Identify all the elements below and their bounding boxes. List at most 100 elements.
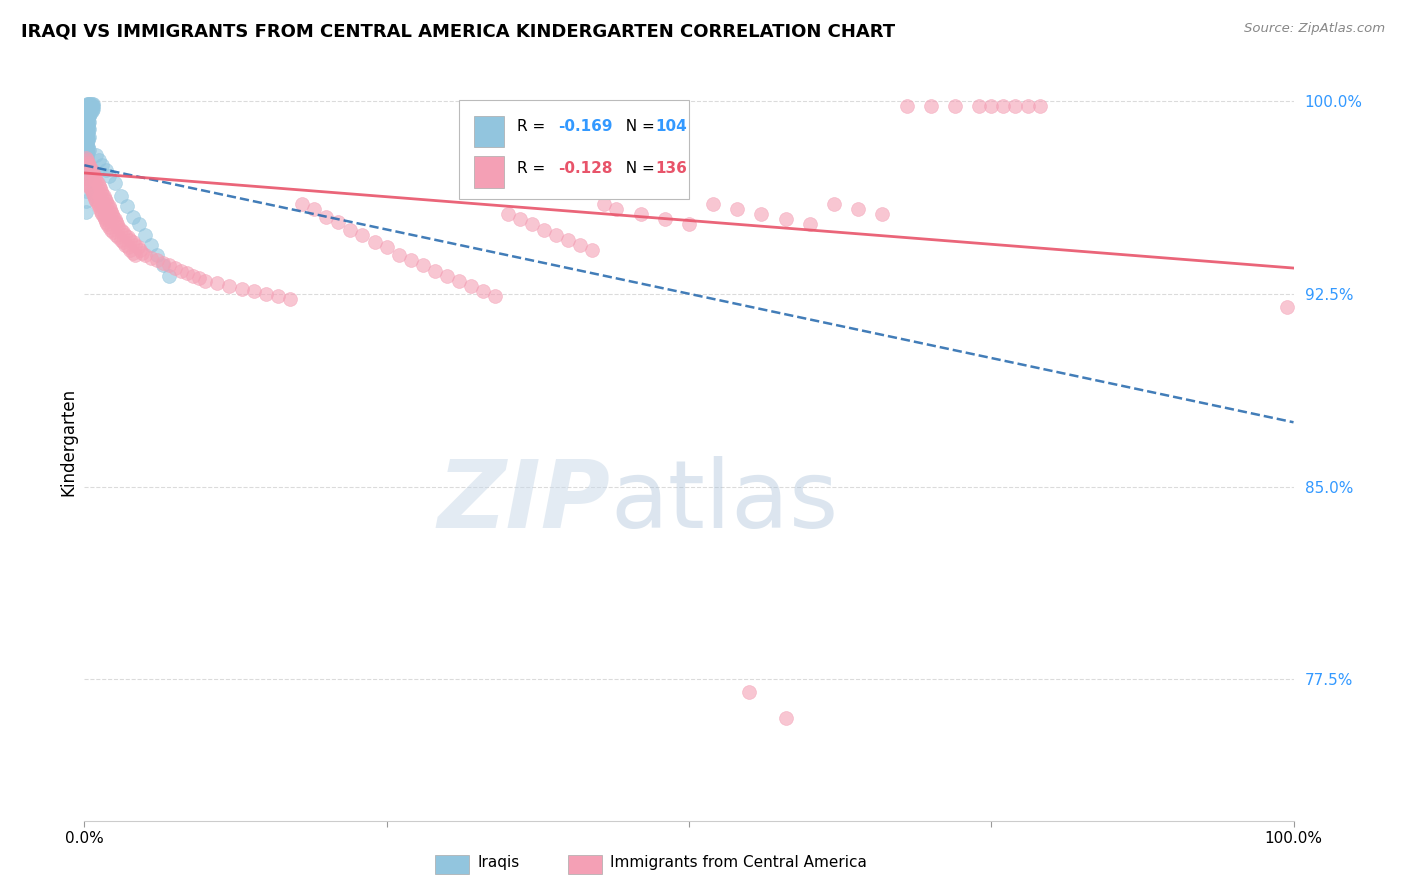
Point: [799, 218, 821, 232]
Point: [86, 194, 108, 209]
Point: [79, 161, 101, 175]
Point: [98, 202, 121, 216]
Point: [79, 107, 101, 121]
Point: [544, 227, 567, 242]
Point: [146, 253, 169, 268]
Point: [86, 148, 108, 162]
Point: [76, 125, 98, 139]
Point: [77, 104, 100, 119]
Text: Iraqis: Iraqis: [478, 855, 520, 870]
Point: [76, 117, 98, 131]
Point: [75, 204, 97, 219]
Text: Source: ZipAtlas.com: Source: ZipAtlas.com: [1244, 22, 1385, 36]
Text: R =: R =: [517, 120, 550, 135]
Point: [967, 99, 990, 113]
FancyBboxPatch shape: [434, 855, 468, 874]
Point: [100, 204, 122, 219]
Point: [388, 248, 411, 262]
Point: [375, 240, 398, 254]
Point: [76, 110, 98, 124]
Point: [83, 169, 105, 183]
Point: [76, 122, 98, 136]
Point: [93, 210, 115, 224]
Point: [121, 245, 143, 260]
Point: [115, 199, 138, 213]
Point: [75, 120, 97, 134]
Point: [75, 171, 97, 186]
Point: [267, 289, 290, 303]
Point: [520, 218, 543, 232]
Point: [76, 137, 98, 152]
Point: [77, 99, 100, 113]
Point: [96, 218, 118, 232]
Point: [496, 207, 519, 221]
Point: [231, 282, 253, 296]
Point: [82, 96, 104, 111]
Point: [181, 268, 204, 283]
Point: [76, 128, 98, 142]
Point: [75, 104, 97, 119]
Point: [1004, 99, 1026, 113]
Point: [77, 110, 100, 124]
Point: [75, 166, 97, 180]
Point: [399, 253, 422, 268]
Point: [90, 204, 112, 219]
Point: [605, 202, 627, 216]
Point: [170, 263, 193, 277]
Point: [846, 202, 869, 216]
Point: [593, 196, 616, 211]
Point: [89, 181, 111, 195]
Point: [75, 107, 97, 121]
Point: [75, 122, 97, 136]
Point: [77, 122, 100, 136]
Point: [76, 107, 98, 121]
Point: [77, 125, 100, 139]
Point: [77, 114, 100, 128]
Point: [139, 238, 162, 252]
Point: [77, 140, 100, 154]
Point: [75, 114, 97, 128]
Point: [188, 271, 211, 285]
Point: [82, 166, 104, 180]
Text: -0.169: -0.169: [558, 120, 613, 135]
Point: [872, 207, 894, 221]
Point: [87, 153, 110, 167]
Point: [84, 192, 107, 206]
Point: [75, 128, 97, 142]
Text: 136: 136: [655, 161, 688, 176]
Point: [117, 240, 139, 254]
Point: [176, 266, 198, 280]
Point: [120, 243, 142, 257]
Point: [86, 196, 108, 211]
Point: [97, 169, 120, 183]
Point: [75, 117, 97, 131]
Point: [896, 99, 918, 113]
Point: [75, 151, 97, 165]
Point: [533, 222, 555, 236]
Point: [363, 235, 385, 250]
Point: [993, 99, 1015, 113]
Point: [76, 114, 98, 128]
Point: [77, 104, 100, 119]
Point: [218, 279, 240, 293]
Point: [75, 145, 97, 160]
Point: [75, 184, 97, 198]
Point: [412, 259, 434, 273]
Point: [77, 130, 100, 145]
Point: [121, 235, 143, 250]
Point: [725, 202, 748, 216]
Point: [76, 171, 98, 186]
Point: [920, 99, 942, 113]
Point: [76, 120, 98, 134]
Point: [75, 135, 97, 149]
Point: [84, 171, 107, 186]
Point: [775, 212, 797, 227]
Point: [75, 132, 97, 146]
Point: [76, 96, 98, 111]
Point: [76, 151, 98, 165]
Point: [79, 181, 101, 195]
Point: [96, 196, 118, 211]
Point: [76, 143, 98, 157]
Point: [94, 212, 117, 227]
Point: [75, 143, 97, 157]
